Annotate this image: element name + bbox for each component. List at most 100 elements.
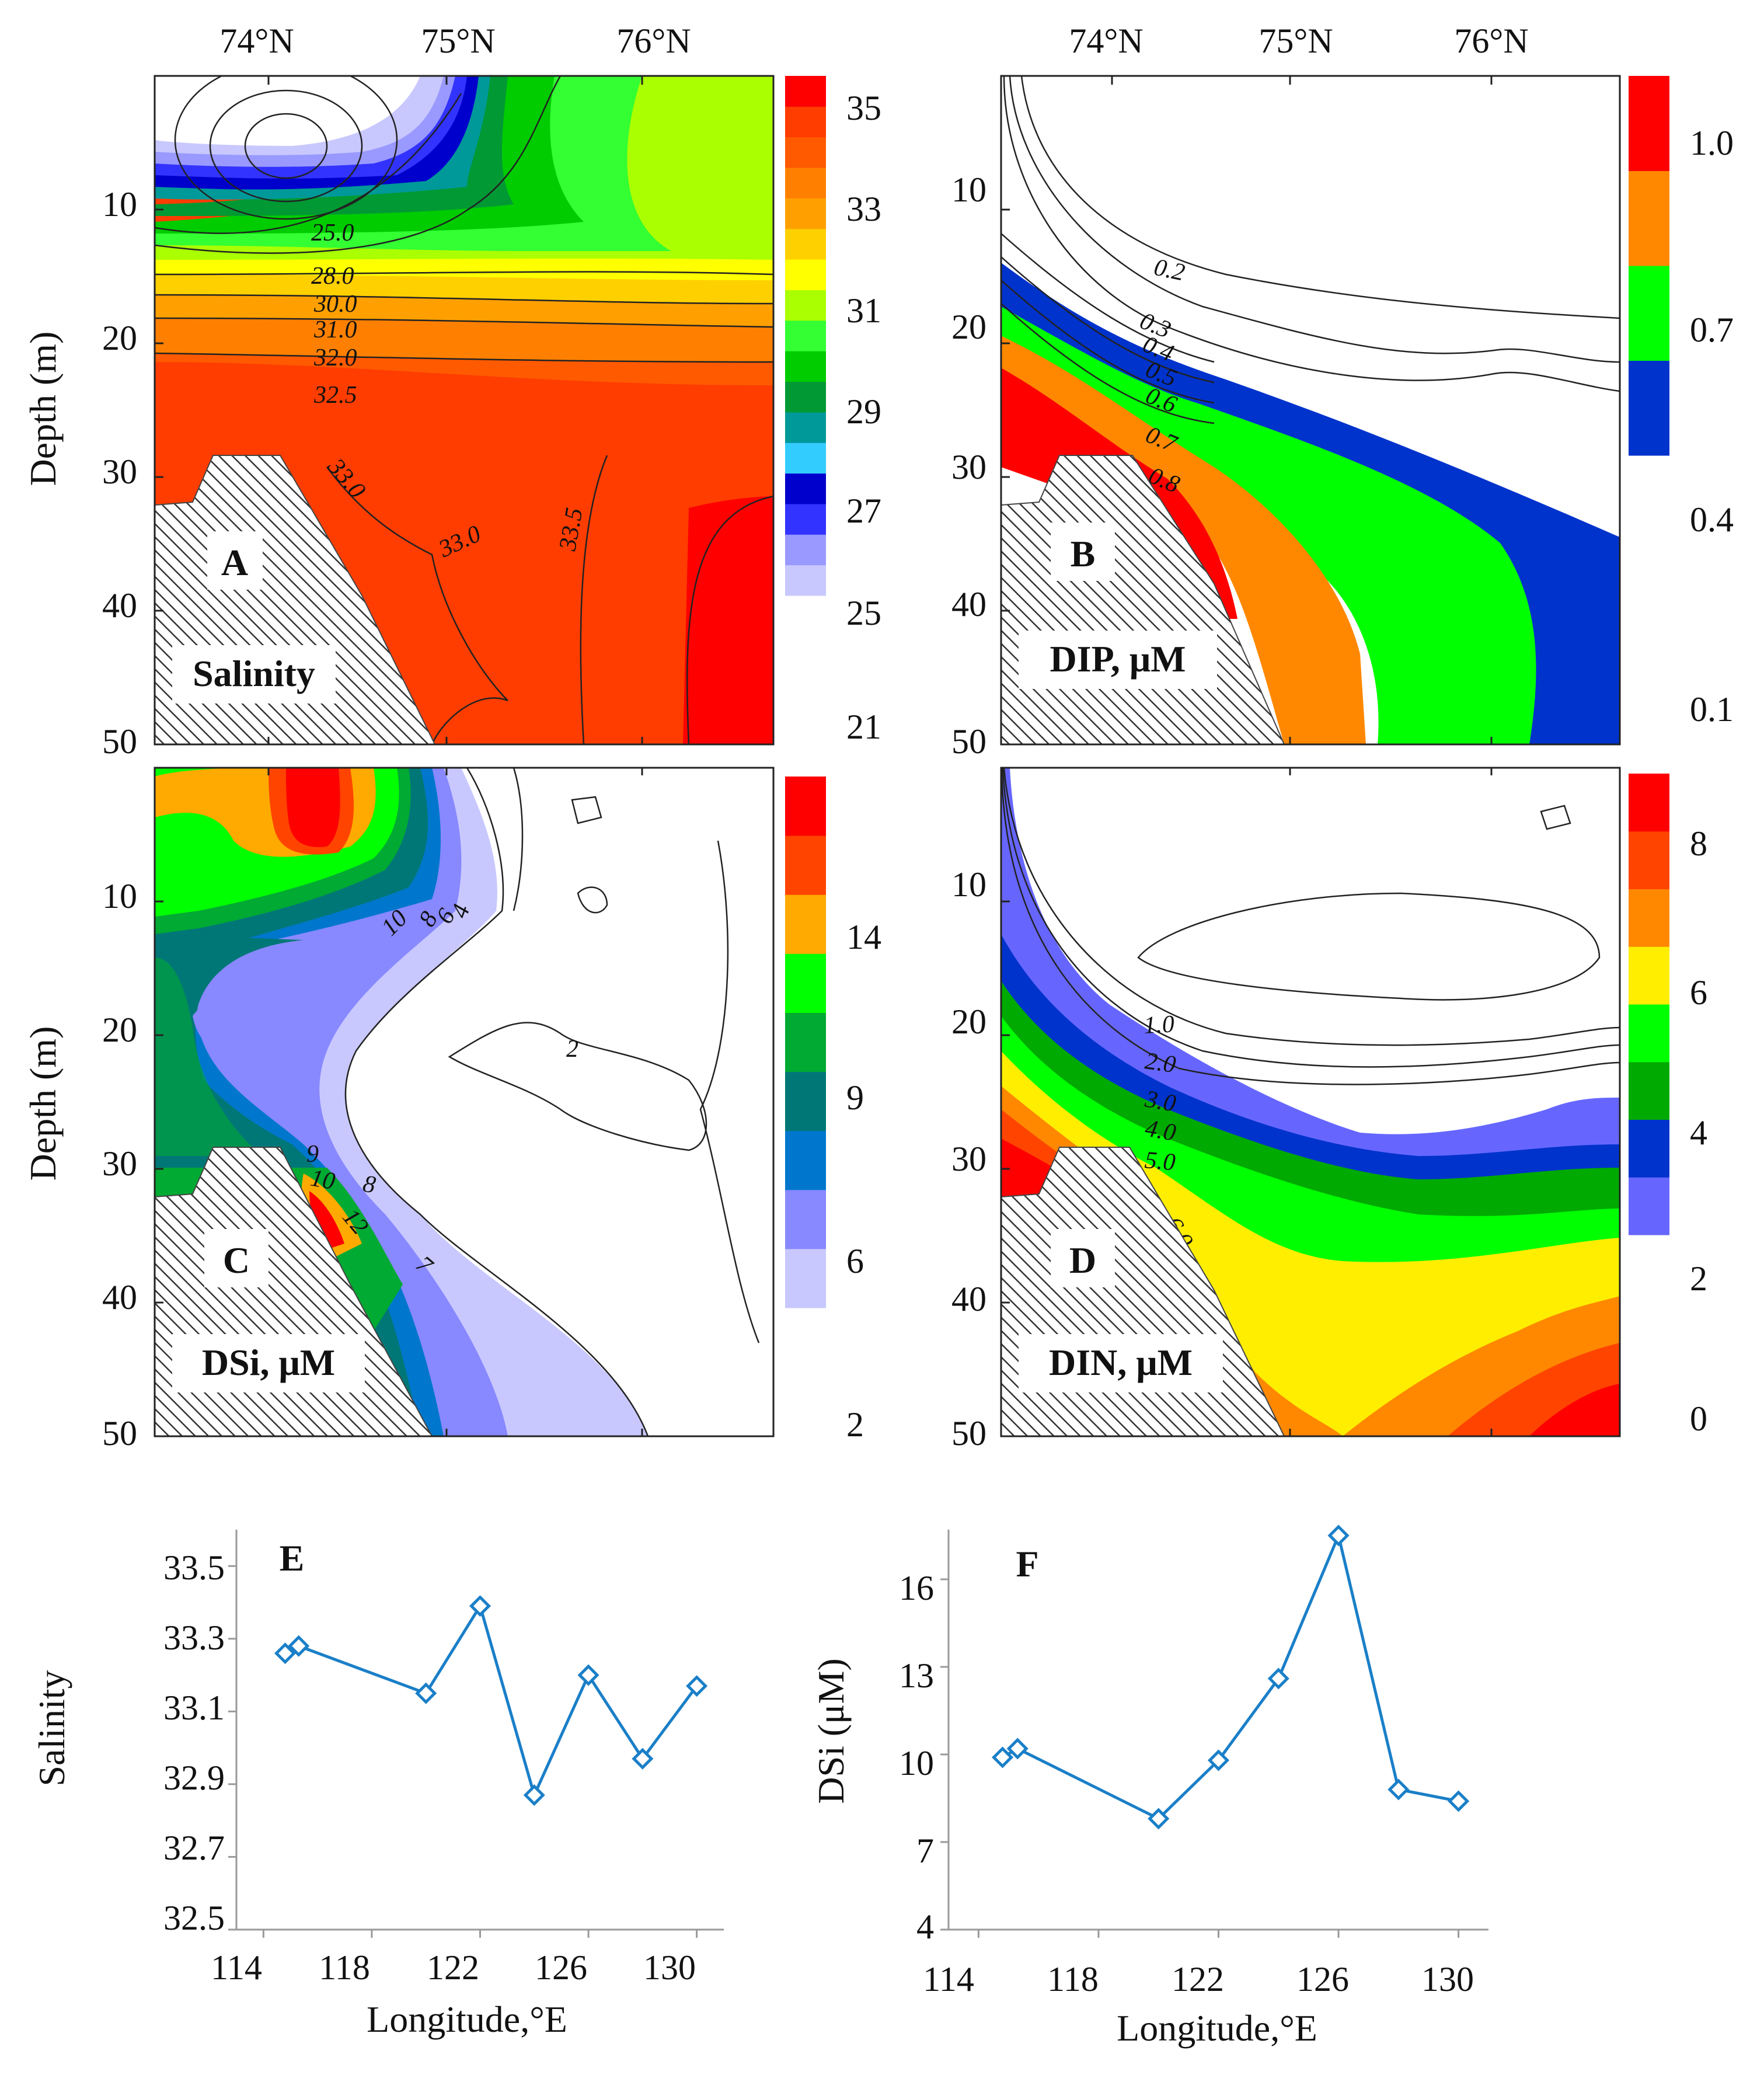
colorbar-swatch <box>785 351 826 382</box>
data-point-marker <box>991 1746 1014 1768</box>
colorbar-tick: 14 <box>846 918 881 956</box>
data-point-marker <box>274 1642 297 1665</box>
plot-frame <box>1000 767 1621 1437</box>
depth-tick: 10 <box>951 170 986 209</box>
panel-c: 2 4 6 8 10 9 10 8 12 7 C DSi, μM <box>154 767 775 1437</box>
colorbar-swatch <box>785 534 826 566</box>
colorbar-swatch <box>785 381 826 413</box>
contour-label-d: 4.0 <box>1143 1115 1178 1147</box>
data-point-marker <box>1448 1790 1470 1812</box>
lat-tick: 75°N <box>1258 22 1333 60</box>
tick-marks <box>940 1578 1460 1938</box>
y-tick: 10 <box>899 1744 934 1782</box>
colorbar-swatch <box>785 228 826 260</box>
variable-label-box <box>1019 1334 1223 1392</box>
data-point-marker <box>1388 1778 1410 1801</box>
colorbar-tick: 33 <box>846 190 881 228</box>
series-salinity <box>274 1595 708 1806</box>
series-line <box>284 1602 698 1799</box>
colorbar-swatch <box>785 835 826 895</box>
colorbar-swatch <box>785 1130 826 1190</box>
colorbar-b <box>1629 76 1669 456</box>
depth-tick: 50 <box>102 722 137 761</box>
panel-letter-box <box>204 1229 269 1287</box>
y-tick: 33.3 <box>163 1618 225 1657</box>
colorbar-swatch <box>1629 889 1669 947</box>
contour-label-b: 0.2 <box>1152 254 1187 287</box>
data-point-marker <box>686 1675 708 1697</box>
panel-a-field: 25.0 28.0 30.0 31.0 32.0 32.5 33.0 33.0 … <box>155 76 773 744</box>
colorbar-swatch <box>1629 946 1669 1005</box>
x-tick: 126 <box>535 1948 587 1987</box>
colorbar-tick: 0 <box>1690 1399 1707 1438</box>
depth-tick: 30 <box>951 448 986 486</box>
variable-label-box <box>172 1334 365 1392</box>
colorbar-tick: 35 <box>846 89 881 127</box>
colorbar-tick: 21 <box>846 708 881 746</box>
depth-tick: 50 <box>951 722 986 761</box>
data-point-marker <box>1267 1667 1289 1690</box>
depth-tick: 50 <box>951 1414 986 1453</box>
colorbar-tick: 4 <box>1690 1113 1707 1152</box>
variable-label: Salinity <box>193 653 315 694</box>
contour-label-a: 31.0 <box>313 316 357 343</box>
y-tick: 33.1 <box>163 1688 225 1727</box>
colorbar-swatch <box>785 777 826 836</box>
panel-c-field: 2 4 6 8 10 9 10 8 12 7 <box>155 768 773 1436</box>
colorbar-tick: 0.1 <box>1690 690 1734 729</box>
colorbar-swatch <box>1629 1177 1669 1235</box>
x-tick: 122 <box>427 1948 479 1987</box>
contour-label-c: 9 <box>306 1141 319 1168</box>
depth-tick: 10 <box>102 877 137 915</box>
colorbar-swatch <box>785 894 826 954</box>
contour-label-a: 28.0 <box>311 263 354 290</box>
y-axis-label: Salinity <box>31 1670 72 1786</box>
colorbar-swatch <box>785 443 826 474</box>
contour-label-c: 10 <box>308 1165 337 1196</box>
x-tick: 130 <box>643 1948 696 1987</box>
colorbar-swatch <box>785 198 826 229</box>
colorbar-tick: 2 <box>1690 1259 1707 1298</box>
colorbar-tick: 31 <box>846 291 881 330</box>
series-line <box>1002 1530 1459 1821</box>
plot-frame <box>154 767 775 1437</box>
x-tick: 118 <box>319 1948 370 1987</box>
contour-axes: 74°N 75°N 76°N 74°N 75°N 76°N 10 20 30 4… <box>22 22 1529 1453</box>
y-tick: 7 <box>916 1832 934 1870</box>
contour-label-c: 2 <box>566 1036 578 1063</box>
colorbar-swatch <box>785 1012 826 1073</box>
colorbar-swatch <box>785 1248 826 1308</box>
depth-tick: 30 <box>951 1140 986 1178</box>
colorbar-swatch <box>785 503 826 535</box>
depth-tick: 20 <box>102 319 137 357</box>
depth-tick: 50 <box>102 1414 137 1453</box>
variable-label: DIN, μM <box>1049 1342 1193 1383</box>
y-tick: 4 <box>916 1907 934 1946</box>
y-tick: 13 <box>899 1656 934 1695</box>
colorbar-swatch <box>1629 170 1669 266</box>
colorbar-swatch <box>785 565 826 596</box>
x-tick: 114 <box>211 1948 262 1987</box>
x-tick: 122 <box>1172 1960 1224 1998</box>
colorbar-tick: 29 <box>846 392 881 431</box>
y-tick: 32.5 <box>163 1899 225 1937</box>
plot-frame <box>154 75 775 746</box>
colorbar-swatch <box>1629 1004 1669 1063</box>
x-tick: 118 <box>1047 1960 1099 1998</box>
depth-tick: 40 <box>102 1278 137 1317</box>
variable-label-box <box>1019 631 1217 689</box>
colorbar-swatch <box>1629 831 1669 889</box>
colorbar-tick: 0.4 <box>1690 500 1734 539</box>
panel-b: 0.2 0.3 0.4 0.5 0.6 0.7 0.8 B DIP, μM <box>1000 75 1621 746</box>
data-point-marker <box>1148 1808 1170 1830</box>
colorbar-d <box>1629 774 1669 1235</box>
x-tick: 114 <box>923 1960 974 1998</box>
depth-tick: 10 <box>951 865 986 904</box>
y-tick: 16 <box>899 1569 934 1607</box>
data-point-marker <box>1207 1749 1230 1771</box>
colorbar-swatch <box>1629 774 1669 832</box>
depth-tick: 20 <box>951 308 986 346</box>
depth-tick: 30 <box>102 452 137 491</box>
contour-label-a: 32.0 <box>313 344 357 371</box>
